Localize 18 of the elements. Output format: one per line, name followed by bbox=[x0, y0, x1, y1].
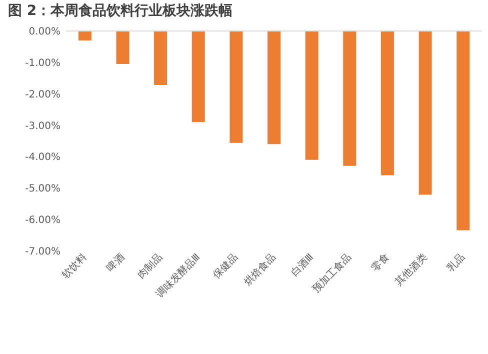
y-tick-label: -5.00% bbox=[25, 184, 60, 195]
y-tick-label: 0.00% bbox=[28, 26, 60, 38]
y-tick-label: -2.00% bbox=[25, 89, 60, 100]
x-tick-label: 白酒Ⅲ bbox=[288, 251, 316, 279]
x-tick-label: 烘焙食品 bbox=[241, 251, 278, 288]
x-tick-label: 其他酒类 bbox=[392, 251, 430, 288]
x-tick-label: 啤酒 bbox=[104, 251, 127, 274]
y-tick-label: -3.00% bbox=[25, 120, 60, 132]
x-tick-label: 保健品 bbox=[211, 252, 240, 281]
y-tick-label: -6.00% bbox=[25, 215, 60, 226]
x-tick-label: 肉制品 bbox=[135, 251, 165, 281]
chart-title: 图 2：本周食品饮料行业板块涨跌幅 bbox=[8, 3, 233, 19]
x-tick-label: 软饮料 bbox=[59, 251, 90, 281]
y-tick-label: -4.00% bbox=[25, 152, 60, 164]
x-tick-label: 乳品 bbox=[444, 251, 468, 274]
y-tick-label: -7.00% bbox=[25, 246, 60, 258]
y-tick-label: -1.00% bbox=[25, 58, 60, 69]
x-tick-label: 零食 bbox=[369, 251, 392, 274]
